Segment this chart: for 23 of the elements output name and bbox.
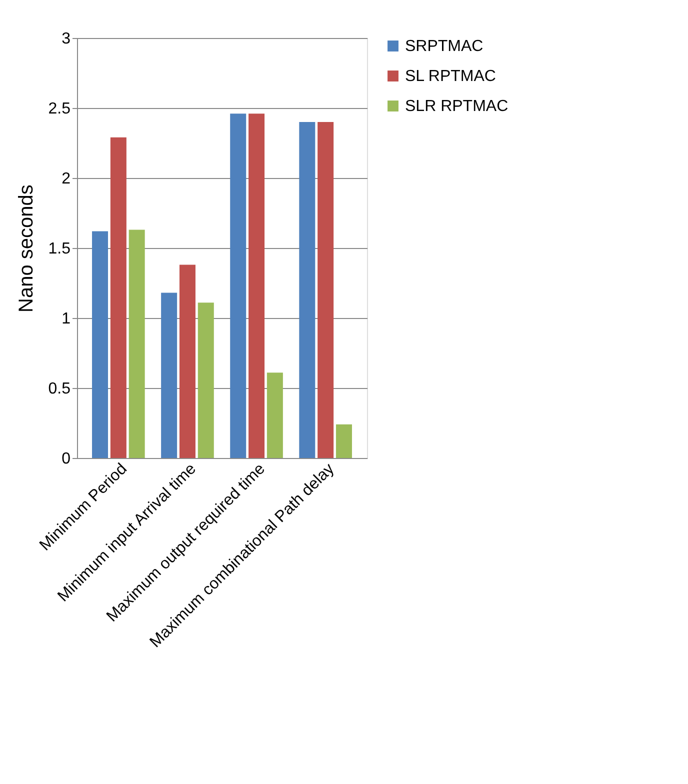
y-tick-label: 0	[62, 450, 71, 468]
y-tick-label: 1	[62, 310, 71, 328]
bar	[230, 114, 246, 458]
legend-label: SLR RPTMAC	[405, 98, 508, 115]
y-tick-label: 2	[62, 170, 71, 188]
y-tick-label: 2.5	[48, 100, 71, 118]
bar	[179, 264, 196, 458]
y-axis-title: Nano seconds	[15, 184, 38, 312]
bar	[318, 122, 334, 458]
bar	[110, 137, 126, 458]
legend-label: SRPTMAC	[405, 38, 484, 55]
bar	[248, 114, 265, 458]
y-tick-label: 0.5	[48, 380, 71, 398]
bar	[92, 231, 108, 458]
bar	[266, 372, 283, 458]
bar	[128, 230, 145, 458]
legend-label: SL RPTMAC	[405, 68, 496, 85]
bar	[299, 122, 316, 458]
y-tick-label: 3	[62, 30, 71, 48]
bar	[336, 424, 352, 458]
bar	[161, 292, 178, 458]
y-tick-label: 1.5	[48, 240, 71, 258]
bar	[198, 302, 214, 458]
